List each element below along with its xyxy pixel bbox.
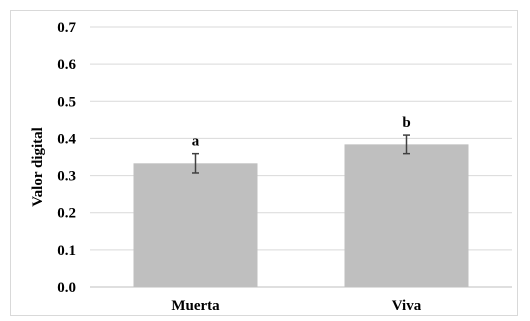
y-tick-label: 0.4 — [57, 131, 76, 147]
y-axis-title: Valor digital — [30, 127, 46, 207]
significance-label: a — [192, 134, 200, 150]
y-tick-label: 0.1 — [57, 243, 76, 259]
error-bar-muerta — [192, 152, 199, 174]
error-bars — [192, 134, 410, 174]
y-tick-label: 0.7 — [57, 20, 76, 36]
x-tick-labels: Muerta Viva — [171, 298, 421, 314]
bars — [133, 144, 469, 287]
significance-labels: ab — [192, 115, 411, 150]
error-bar-viva — [403, 134, 410, 155]
y-tick-label: 0.5 — [57, 94, 76, 110]
bar-muerta — [133, 163, 258, 287]
y-tick-label: 0.2 — [57, 206, 76, 222]
y-tick-label: 0.3 — [57, 169, 76, 185]
y-tick-label: 0.6 — [57, 57, 76, 73]
x-tick-label: Viva — [392, 298, 422, 314]
bar-viva — [344, 144, 469, 287]
significance-label: b — [402, 115, 410, 131]
y-tick-label: 0.0 — [57, 280, 76, 296]
y-tick-labels: 0.0 0.1 0.2 0.3 0.4 0.5 0.6 0.7 — [57, 20, 76, 296]
x-tick-label: Muerta — [171, 298, 220, 314]
